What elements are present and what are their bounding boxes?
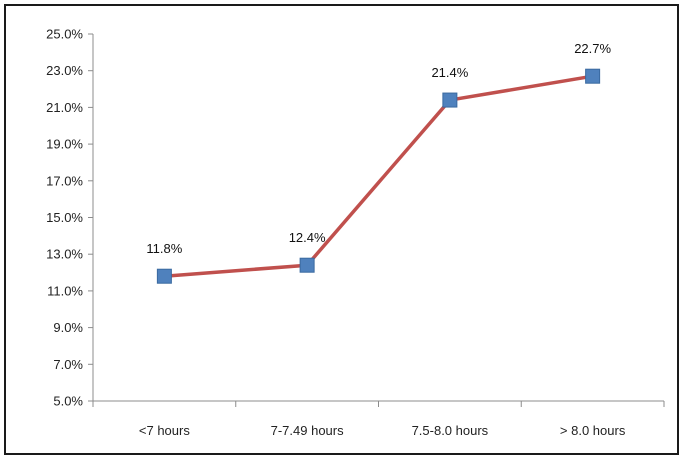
y-tick-label: 11.0%: [47, 283, 83, 298]
x-tick-label: 7.5-8.0 hours: [412, 423, 489, 438]
y-tick-label: 7.0%: [53, 357, 83, 372]
chart-axes: [92, 34, 664, 402]
y-tick-label: 9.0%: [53, 320, 83, 335]
data-label-layer: 11.8% 12.4% 21.4% 22.7%: [146, 41, 611, 256]
y-tick-label: 19.0%: [46, 137, 83, 152]
x-tick-label: > 8.0 hours: [560, 423, 626, 438]
series-line: [164, 74, 593, 278]
x-tick-label: <7 hours: [139, 423, 190, 438]
y-tick-label: 21.0%: [46, 100, 83, 115]
data-point-marker: [156, 268, 172, 284]
y-tick-label: 13.0%: [46, 247, 83, 262]
data-label: 21.4%: [431, 65, 468, 80]
marker-layer: [156, 68, 601, 284]
y-tick-label: 5.0%: [53, 394, 83, 409]
data-label: 12.4%: [289, 230, 326, 245]
y-axis-ticks: 5.0% 7.0% 9.0% 11.0% 13.0% 15.0% 17.0% 19.0% 21.…: [46, 27, 93, 409]
y-tick-label: 25.0%: [46, 27, 83, 42]
x-tick-label: 7-7.49 hours: [271, 423, 344, 438]
y-tick-label: 23.0%: [46, 63, 83, 78]
data-label: 11.8%: [146, 241, 182, 256]
series-layer: [164, 74, 593, 278]
data-point-marker: [585, 68, 601, 84]
data-label: 22.7%: [574, 41, 611, 56]
y-tick-label: 17.0%: [46, 173, 83, 188]
data-point-marker: [299, 257, 315, 273]
y-tick-label: 15.0%: [46, 210, 83, 225]
data-point-marker: [442, 92, 458, 108]
x-axis-ticks: <7 hours 7-7.49 hours 7.5-8.0 hours > 8.0 h…: [92, 401, 665, 438]
